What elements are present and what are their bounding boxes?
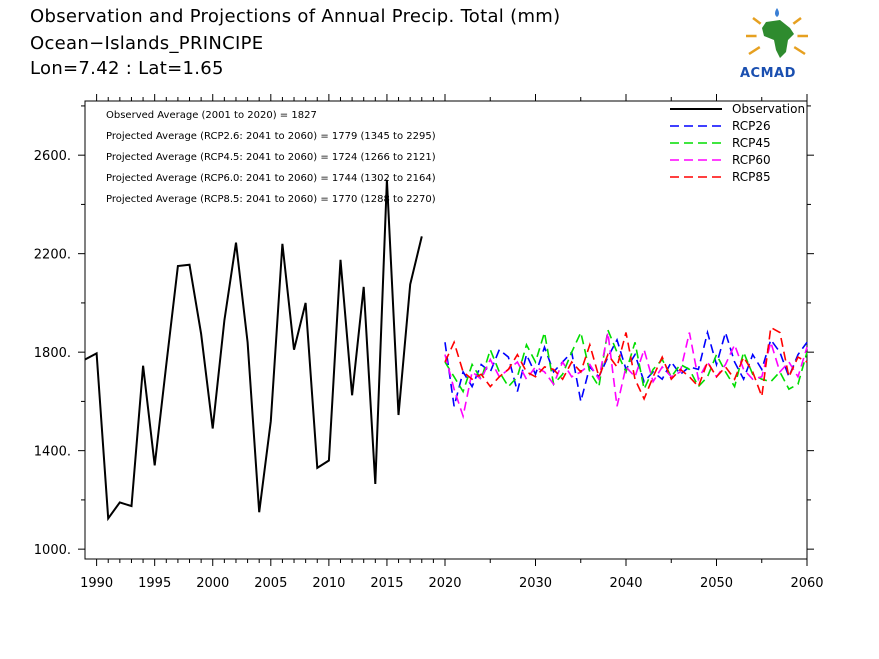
legend-label: RCP45 <box>732 136 771 150</box>
annotation-text: Observed Average (2001 to 2020) = 1827 <box>106 110 317 121</box>
x-axis: 1990 1995 2000 2005 2010 2015 2020 2030 2040 2050… <box>80 94 824 591</box>
x-tick-label: 2030 <box>519 576 552 591</box>
x-tick-label: 2010 <box>312 576 345 591</box>
x-tick-label: 1990 <box>80 576 113 591</box>
x-tick-label: 2020 <box>428 576 461 591</box>
legend-label: RCP85 <box>732 170 771 184</box>
legend-label: Observation <box>732 102 805 116</box>
legend-label: RCP60 <box>732 153 771 167</box>
annotations: Observed Average (2001 to 2020) = 1827 Pr… <box>106 110 436 205</box>
legend: Observation RCP26 RCP45 RCP60 RCP85 <box>670 102 805 184</box>
x-tick-label: 2050 <box>700 576 733 591</box>
y-tick-label: 2600. <box>34 149 71 164</box>
annotation-text: Projected Average (RCP8.5: 2041 to 2060)… <box>106 194 436 205</box>
annotation-text: Projected Average (RCP2.6: 2041 to 2060)… <box>106 131 436 142</box>
annotation-text: Projected Average (RCP6.0: 2041 to 2060)… <box>106 173 436 184</box>
y-tick-label: 1800. <box>34 346 71 361</box>
annotation-text: Projected Average (RCP4.5: 2041 to 2060)… <box>106 152 436 163</box>
x-tick-label: 2000 <box>196 576 229 591</box>
series-line-rcp85 <box>444 326 808 401</box>
series-group <box>84 179 808 522</box>
legend-label: RCP26 <box>732 119 771 133</box>
plot-frame <box>84 100 808 560</box>
water-drop-icon <box>775 8 779 17</box>
x-tick-label: 1995 <box>138 576 171 591</box>
series-line-rcp60 <box>444 332 808 420</box>
acmad-logo: ACMAD <box>738 6 816 81</box>
y-tick-label: 2200. <box>34 248 71 263</box>
x-tick-label: 2040 <box>609 576 642 591</box>
y-tick-label: 1400. <box>34 445 71 460</box>
x-tick-label: 2060 <box>790 576 823 591</box>
y-axis: 1000. 1400. 1800. 2200. 2600. <box>34 105 814 558</box>
x-tick-label: 2015 <box>370 576 403 591</box>
series-line-rcp45 <box>444 327 808 394</box>
logo-text: ACMAD <box>740 66 796 81</box>
africa-shape <box>762 20 794 58</box>
x-tick-label: 2005 <box>254 576 287 591</box>
africa-map-logo-icon <box>746 8 808 58</box>
location-label: Ocean−Islands_PRINCIPE <box>30 33 264 54</box>
y-tick-label: 1000. <box>34 543 71 558</box>
series-line-observation <box>84 179 423 522</box>
chart-title: Observation and Projections of Annual Pr… <box>30 6 561 27</box>
coordinates-label: Lon=7.42 : Lat=1.65 <box>30 58 224 79</box>
